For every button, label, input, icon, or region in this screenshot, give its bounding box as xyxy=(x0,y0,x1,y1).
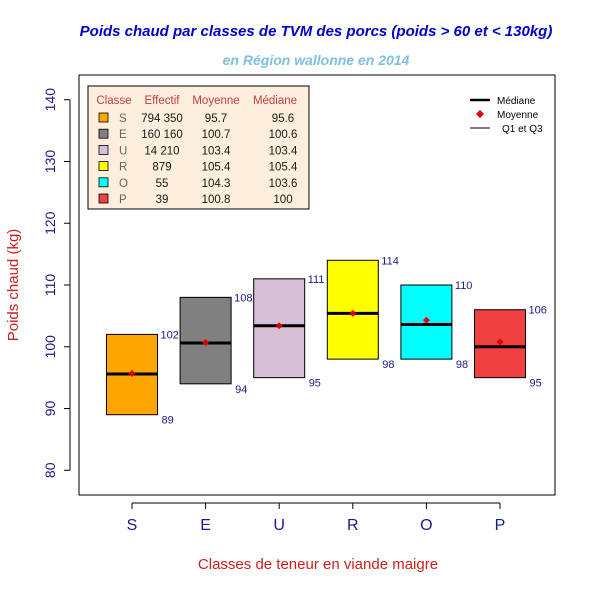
table-header-1: Effectif xyxy=(145,95,181,107)
table-mediane-R: 105.4 xyxy=(269,162,298,174)
table-class-U: U xyxy=(119,145,127,157)
q1-label-S: 89 xyxy=(162,415,174,427)
q3-label-U: 111 xyxy=(308,274,325,286)
y-tick-label-100: 100 xyxy=(42,335,58,359)
table-effectif-S: 794 350 xyxy=(141,113,183,125)
table-swatch-S xyxy=(98,112,109,123)
stats-table: Classe Effectif Moyenne Médiane S 794 350 95.7… xyxy=(87,85,310,210)
mean-marker-S xyxy=(128,369,136,377)
table-mediane-P: 100 xyxy=(273,194,292,206)
table-moyenne-R: 105.4 xyxy=(202,162,231,174)
legend-quartile-label: Q1 et Q3 xyxy=(502,124,543,135)
table-class-S: S xyxy=(119,113,127,125)
legend-mean-marker xyxy=(476,110,484,118)
y-tick-label-130: 130 xyxy=(42,150,58,174)
table-header-0: Classe xyxy=(96,95,131,107)
table-mediane-U: 103.4 xyxy=(269,145,298,157)
legend: Médiane Moyenne Q1 et Q3 xyxy=(470,96,543,135)
box-U xyxy=(253,278,306,379)
table-mediane-O: 103.6 xyxy=(269,178,298,190)
y-tick-label-80: 80 xyxy=(42,462,58,478)
q1-label-U: 95 xyxy=(309,378,321,390)
table-swatch-U xyxy=(98,144,109,155)
table-class-P: P xyxy=(119,194,127,206)
q3-label-O: 110 xyxy=(455,280,473,292)
table-swatch-R xyxy=(98,161,109,172)
x-tick-label-E: E xyxy=(200,517,211,534)
q1-label-O: 98 xyxy=(456,359,468,371)
table-moyenne-E: 100.7 xyxy=(202,129,231,141)
table-class-R: R xyxy=(119,162,127,174)
x-tick-label-O: O xyxy=(420,517,432,534)
chart-subtitle: en Région wallonne en 2014 xyxy=(223,52,410,68)
legend-median-label: Médiane xyxy=(497,96,536,107)
q3-label-R: 114 xyxy=(381,255,399,267)
mean-marker-P xyxy=(496,338,504,346)
q3-label-P: 106 xyxy=(529,305,547,317)
table-mediane-S: 95.6 xyxy=(272,113,294,125)
plot-frame xyxy=(78,74,556,496)
q1-label-P: 95 xyxy=(530,378,542,390)
table-moyenne-O: 104.3 xyxy=(202,178,231,190)
y-tick-label-110: 110 xyxy=(42,274,58,297)
y-tick-label-90: 90 xyxy=(42,401,58,417)
mean-marker-E xyxy=(202,338,210,346)
q1-label-R: 98 xyxy=(382,359,394,371)
mean-marker-R xyxy=(349,309,357,317)
legend-mean-label: Moyenne xyxy=(497,110,539,121)
table-header-2: Moyenne xyxy=(192,95,239,107)
table-effectif-E: 160 160 xyxy=(141,129,183,141)
table-effectif-U: 14 210 xyxy=(144,145,179,157)
y-tick-label-120: 120 xyxy=(42,211,58,235)
x-tick-label-R: R xyxy=(347,517,359,534)
mean-marker-U xyxy=(275,322,283,330)
x-tick-label-U: U xyxy=(273,517,285,534)
y-axis-label: Poids chaud (kg) xyxy=(5,229,22,342)
table-class-E: E xyxy=(119,129,127,141)
q1-label-E: 94 xyxy=(235,384,247,396)
table-effectif-O: 55 xyxy=(156,178,169,190)
x-tick-label-S: S xyxy=(127,517,138,534)
x-axis-label: Classes de teneur en viande maigre xyxy=(198,556,438,573)
q3-label-S: 102 xyxy=(161,329,179,341)
table-moyenne-S: 95.7 xyxy=(205,113,227,125)
y-axis: 80 90 100 110 120 130 140 xyxy=(42,88,71,478)
table-moyenne-U: 103.4 xyxy=(202,145,231,157)
mean-marker-O xyxy=(422,316,430,324)
y-tick-label-140: 140 xyxy=(42,88,58,112)
stats-table-background xyxy=(87,85,310,210)
table-moyenne-P: 100.8 xyxy=(202,194,231,206)
table-swatch-O xyxy=(98,177,109,188)
chart-title: Poids chaud par classes de TVM des porcs… xyxy=(80,23,553,40)
table-swatch-P xyxy=(98,193,109,204)
boxes-layer: 102 89 108 94 111 95 114 98 110 98 106 95 xyxy=(106,255,547,427)
table-header-3: Médiane xyxy=(253,95,297,107)
table-mediane-E: 100.6 xyxy=(269,129,298,141)
table-effectif-P: 39 xyxy=(156,194,169,206)
table-swatch-E xyxy=(98,128,109,139)
table-effectif-R: 879 xyxy=(152,162,171,174)
q3-label-E: 108 xyxy=(234,292,252,304)
table-class-O: O xyxy=(119,178,128,190)
box-R xyxy=(326,259,379,360)
x-tick-label-P: P xyxy=(495,517,506,534)
